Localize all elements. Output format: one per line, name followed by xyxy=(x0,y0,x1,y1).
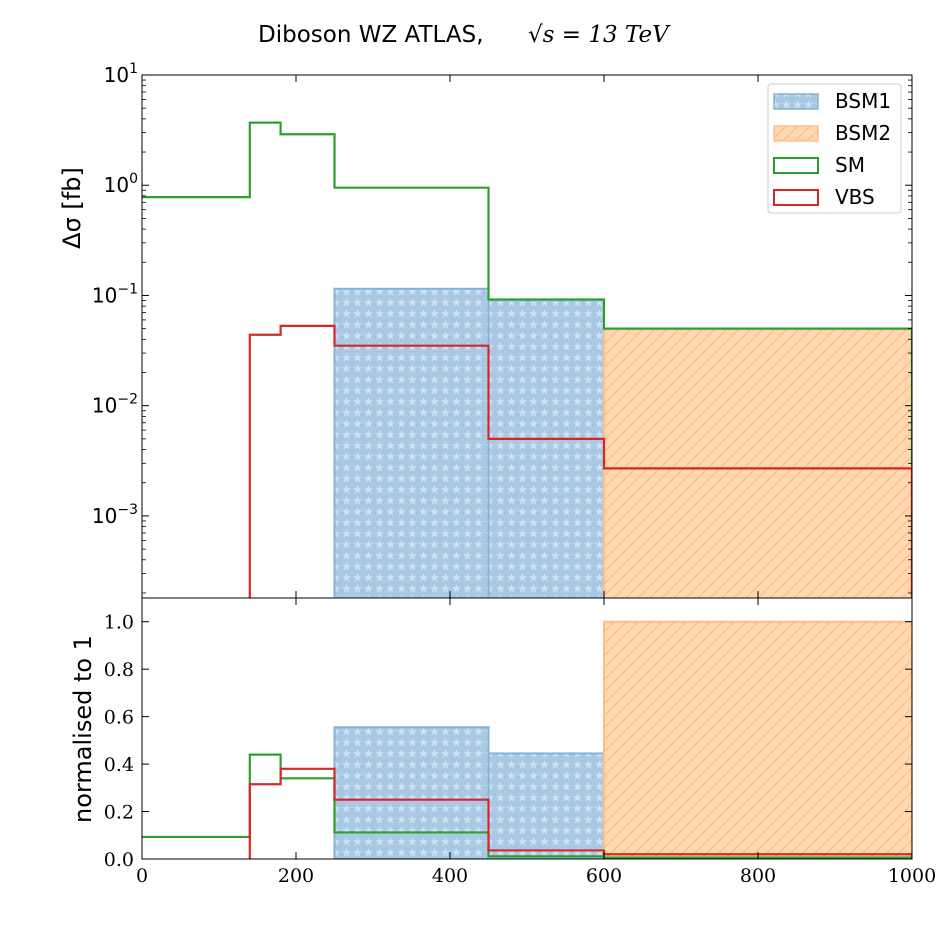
legend-label-sm: SM xyxy=(835,153,865,177)
bottom-panel: 0.0 0.2 0.4 0.6 0.8 1.0 0 200 400 600 800 1000 nor… xyxy=(69,597,936,887)
top-y-tick-label-3: 10−2 xyxy=(92,392,138,418)
top-y-axis-label: Δσ [fb] xyxy=(58,167,86,249)
legend-swatch-bsm2 xyxy=(773,125,819,142)
top-y-tick-label-1: 100 xyxy=(104,171,138,197)
bottom-y-tick-label-3: 0.6 xyxy=(104,707,134,729)
top-y-tick-label-4: 10−3 xyxy=(92,502,138,528)
bottom-y-tick-label-2: 0.4 xyxy=(104,754,134,776)
x-tick-label-1: 200 xyxy=(278,865,314,887)
x-tick-label-5: 1000 xyxy=(888,865,936,887)
top-y-ticks: 101 100 10−1 10−2 10−3 xyxy=(92,61,912,594)
legend-frame xyxy=(767,83,902,214)
top-lines xyxy=(142,121,912,598)
x-tick-label-3: 600 xyxy=(586,865,622,887)
title-main: Diboson WZ ATLAS, xyxy=(258,22,484,48)
bottom-y-tick-label-5: 1.0 xyxy=(104,612,134,634)
top-y-tick-label-0: 101 xyxy=(104,61,138,87)
bottom-y-axis-label: normalised to 1 xyxy=(69,635,97,823)
bottom-bars xyxy=(333,620,912,859)
top-bsm1-bar-4 xyxy=(487,299,605,598)
top-bars xyxy=(333,287,912,598)
bottom-y-tick-label-4: 0.8 xyxy=(104,659,134,681)
legend-label-bsm2: BSM2 xyxy=(835,121,891,145)
bottom-frame xyxy=(141,597,913,860)
x-tick-label-0: 0 xyxy=(136,865,148,887)
top-vbs-step-line xyxy=(248,324,912,598)
top-bsm2-bar-5 xyxy=(603,327,912,598)
chart-title: Diboson WZ ATLAS, √s = 13 TeV xyxy=(258,22,671,48)
top-panel: 101 100 10−1 10−2 10−3 Δσ [fb] BSM1 BSM2 SM VBS xyxy=(58,61,913,599)
bottom-bsm1-bar-3 xyxy=(333,726,490,859)
legend: BSM1 BSM2 SM VBS xyxy=(767,83,902,214)
bottom-y-tick-label-1: 0.2 xyxy=(104,802,134,824)
legend-swatch-bsm1 xyxy=(773,93,819,110)
legend-swatch-sm xyxy=(773,157,819,174)
x-tick-label-2: 400 xyxy=(432,865,468,887)
legend-label-vbs: VBS xyxy=(835,185,875,209)
bottom-y-tick-label-0: 0.0 xyxy=(104,849,134,871)
top-x-ticks xyxy=(141,75,913,598)
title-math: √s = 13 TeV xyxy=(528,22,671,48)
top-sm-step-line xyxy=(142,121,912,598)
x-tick-label-4: 800 xyxy=(740,865,776,887)
legend-label-bsm1: BSM1 xyxy=(835,89,891,113)
top-bsm1-bar-3 xyxy=(333,287,490,598)
bottom-x-ticks: 0 200 400 600 800 1000 xyxy=(136,598,936,887)
top-y-tick-label-2: 10−1 xyxy=(92,281,138,307)
bottom-y-ticks: 0.0 0.2 0.4 0.6 0.8 1.0 xyxy=(104,612,912,871)
bottom-bsm1-bar-4 xyxy=(487,752,605,859)
bottom-bsm2-bar-5 xyxy=(603,620,912,859)
legend-swatch-vbs xyxy=(773,189,819,206)
